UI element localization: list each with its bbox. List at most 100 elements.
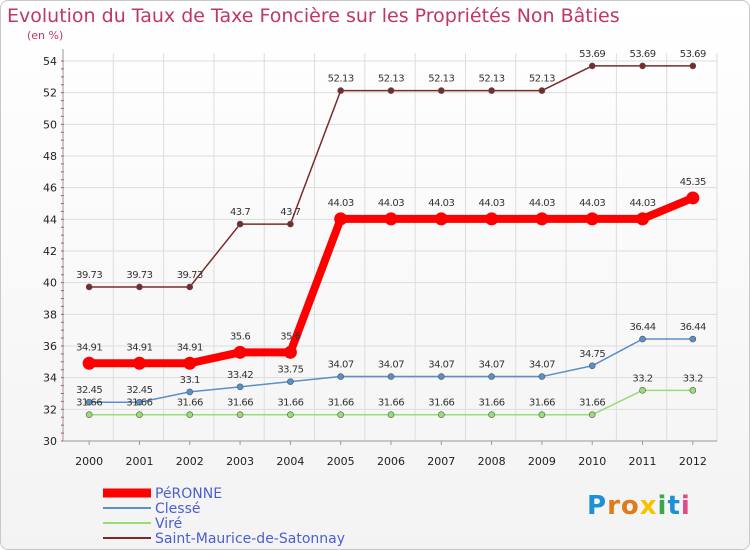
data-point	[387, 411, 395, 419]
data-point	[485, 212, 499, 226]
x-tick-label: 2006	[377, 455, 405, 468]
data-label: 43.7	[230, 207, 250, 218]
data-point	[136, 283, 143, 291]
data-point	[236, 220, 244, 228]
logo-letter: i	[680, 491, 691, 521]
data-label: 53.69	[629, 49, 655, 60]
data-point	[636, 212, 650, 226]
y-tick-label: 50	[43, 118, 57, 131]
data-label: 39.73	[177, 270, 203, 281]
data-label: 39.73	[76, 270, 102, 281]
y-tick-label: 54	[43, 55, 57, 68]
data-point	[588, 411, 596, 419]
y-tick-label: 44	[43, 213, 57, 226]
data-label: 36.44	[629, 322, 655, 333]
data-point	[186, 411, 194, 419]
data-point	[136, 398, 143, 406]
x-tick-label: 2012	[679, 455, 707, 468]
data-label: 31.66	[328, 398, 354, 409]
data-point	[136, 411, 143, 419]
data-point	[689, 335, 697, 343]
data-label: 31.66	[479, 398, 505, 409]
data-label: 36.44	[680, 322, 706, 333]
data-label: 33.2	[632, 373, 652, 384]
data-point	[384, 212, 398, 226]
data-point	[337, 373, 344, 380]
data-point	[287, 411, 294, 419]
data-label: 39.73	[126, 270, 152, 281]
data-label: 44.03	[378, 198, 404, 209]
data-point	[186, 283, 194, 291]
proxiti-logo: Proxiti	[587, 491, 691, 521]
data-point	[535, 212, 549, 226]
data-label: 44.03	[529, 198, 555, 209]
data-point	[538, 373, 546, 380]
data-label: 52.13	[328, 74, 354, 85]
data-label: 34.91	[126, 342, 152, 353]
y-tick-label: 52	[43, 87, 57, 100]
y-tick-label: 36	[43, 340, 57, 353]
data-point	[85, 398, 93, 406]
data-point	[186, 388, 194, 396]
data-point	[588, 62, 596, 70]
chart-title: Evolution du Taux de Taxe Foncière sur l…	[7, 5, 620, 27]
data-point	[488, 373, 495, 380]
data-label: 32.45	[126, 385, 152, 396]
data-label: 44.03	[479, 198, 505, 209]
legend-label: Viré	[155, 516, 182, 532]
data-label: 53.69	[579, 49, 605, 60]
x-tick-label: 2000	[75, 455, 103, 468]
data-point	[236, 383, 244, 391]
data-point	[236, 411, 244, 419]
y-axis-unit: (en %)	[27, 29, 64, 42]
data-label: 44.03	[629, 198, 655, 209]
logo-letter: o	[620, 491, 640, 521]
data-point	[538, 411, 546, 419]
data-point	[387, 87, 395, 94]
x-tick-label: 2004	[276, 455, 304, 468]
data-point	[689, 387, 697, 394]
logo-letter: P	[587, 491, 608, 521]
x-tick-label: 2002	[176, 455, 204, 468]
data-label: 34.07	[328, 360, 354, 371]
data-point	[82, 356, 96, 370]
legend-label: Saint-Maurice-de-Satonnay	[155, 531, 345, 547]
data-point	[233, 345, 247, 359]
data-label: 31.66	[529, 398, 555, 409]
data-label: 45.35	[680, 177, 706, 188]
data-point	[337, 411, 344, 419]
data-point	[287, 378, 294, 385]
y-tick-label: 48	[43, 150, 57, 163]
data-label: 31.66	[277, 398, 303, 409]
data-point	[585, 212, 599, 226]
logo-letter: t	[667, 491, 681, 521]
x-tick-label: 2005	[327, 455, 355, 468]
data-label: 31.66	[227, 398, 253, 409]
data-label: 31.66	[126, 398, 152, 409]
data-label: 34.91	[177, 342, 203, 353]
y-tick-label: 46	[43, 182, 57, 195]
data-label: 52.13	[479, 74, 505, 85]
data-label: 35.6	[280, 331, 300, 342]
legend-label: Clessé	[155, 501, 200, 517]
data-point	[334, 212, 348, 226]
series-line-3	[88, 65, 694, 288]
data-point	[488, 411, 495, 419]
data-label: 43.7	[280, 207, 300, 218]
data-point	[337, 87, 344, 94]
data-point	[85, 411, 93, 419]
data-label: 35.6	[230, 331, 250, 342]
data-point	[639, 62, 646, 70]
data-point	[85, 283, 93, 291]
data-label: 34.07	[479, 360, 505, 371]
data-point	[639, 335, 646, 343]
data-point	[438, 373, 445, 380]
data-label: 52.13	[529, 74, 555, 85]
x-tick-label: 2008	[478, 455, 506, 468]
data-point	[132, 356, 146, 370]
data-label: 33.42	[227, 370, 253, 381]
data-label: 33.1	[180, 375, 200, 386]
data-point	[387, 373, 395, 380]
